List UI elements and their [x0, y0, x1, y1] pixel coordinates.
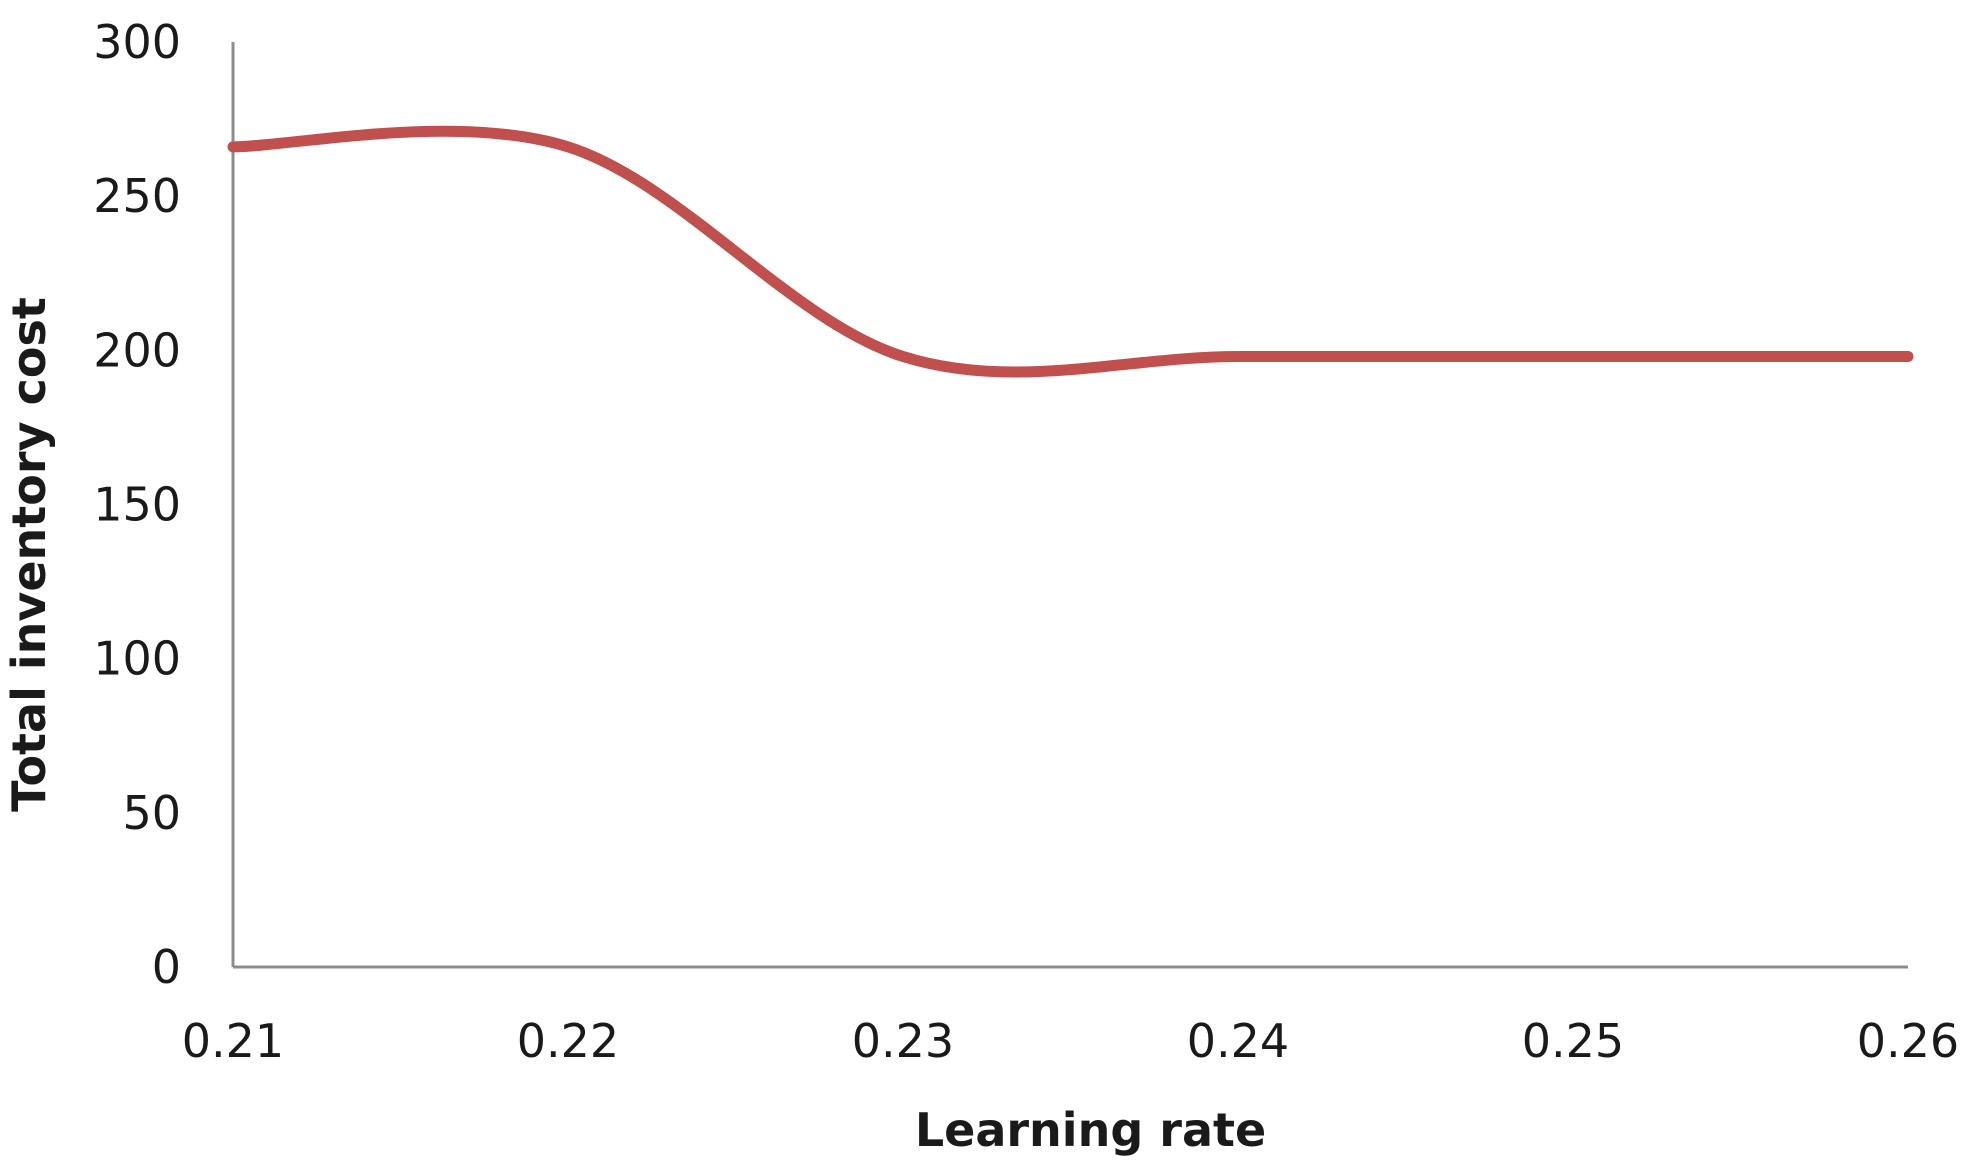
- y-tick-label: 300: [93, 15, 181, 69]
- x-tick-label: 0.21: [182, 1014, 284, 1068]
- x-tick-labels: 0.21 0.22 0.23 0.24 0.25 0.26: [182, 1014, 1959, 1068]
- x-axis-title: Learning rate: [915, 1103, 1266, 1157]
- x-tick-label: 0.24: [1187, 1014, 1289, 1068]
- series-line: [233, 131, 1908, 372]
- y-tick-labels: 0 50 100 150 200 250 300: [93, 15, 181, 994]
- x-tick-label: 0.23: [852, 1014, 954, 1068]
- y-tick-label: 200: [93, 323, 181, 377]
- x-tick-label: 0.26: [1857, 1014, 1959, 1068]
- x-tick-label: 0.25: [1522, 1014, 1624, 1068]
- y-tick-label: 100: [93, 632, 181, 686]
- y-tick-label: 150: [93, 478, 181, 532]
- x-tick-label: 0.22: [517, 1014, 619, 1068]
- y-tick-label: 0: [152, 940, 181, 994]
- y-tick-label: 250: [93, 169, 181, 223]
- y-tick-label: 50: [122, 786, 181, 840]
- y-axis-title: Total inventory cost: [2, 297, 56, 812]
